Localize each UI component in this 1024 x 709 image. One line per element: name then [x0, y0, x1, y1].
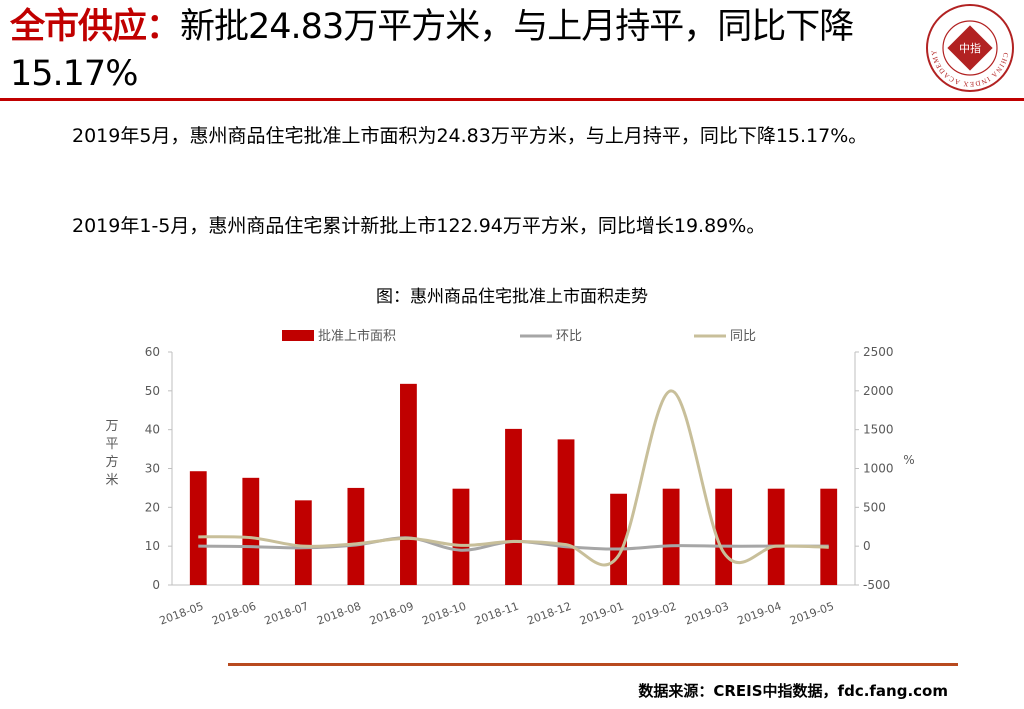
x-tick-label: 2019-05: [788, 600, 836, 628]
left-tick-label: 0: [152, 578, 160, 592]
paragraph-cumulative: 2019年1-5月，惠州商品住宅累计新批上市122.94万平方米，同比增长19.…: [72, 215, 766, 237]
x-tick-label: 2018-06: [210, 600, 258, 628]
x-tick-label: 2018-09: [368, 600, 416, 628]
legend-label-mom: 环比: [556, 329, 582, 344]
y2-axis-title: %: [903, 453, 914, 467]
right-tick-label: 500: [863, 500, 886, 514]
bar: [557, 439, 575, 585]
y-axis-title-char: 万: [105, 419, 118, 434]
y-axis-title-char: 米: [105, 473, 118, 488]
bar: [662, 488, 680, 585]
right-tick-label: 1500: [863, 423, 894, 437]
title-lead: 全市供应：: [10, 7, 181, 47]
paragraph-monthly: 2019年5月，惠州商品住宅批准上市面积为24.83万平方米，与上月持平，同比下…: [72, 125, 868, 147]
legend-label-bar: 批准上市面积: [318, 328, 396, 344]
legend-swatch-bar: [282, 330, 314, 341]
bar: [452, 488, 470, 585]
right-tick-label: 0: [863, 539, 871, 553]
x-tick-label: 2019-01: [578, 600, 626, 628]
x-tick-label: 2019-03: [683, 600, 731, 628]
china-index-academy-logo: CHINA INDEX ACADEMY 中指: [926, 4, 1014, 92]
left-tick-label: 30: [145, 462, 160, 476]
bar: [715, 488, 733, 585]
legend-label-yoy: 同比: [730, 329, 756, 344]
chart-title: 图：惠州商品住宅批准上市面积走势: [376, 287, 648, 307]
bar: [505, 428, 522, 585]
data-source: 数据来源：CREIS中指数据，fdc.fang.com: [638, 682, 948, 700]
x-tick-label: 2018-10: [420, 600, 468, 628]
x-tick-label: 2018-11: [473, 600, 521, 628]
left-tick-label: 10: [145, 539, 160, 553]
bar: [294, 500, 312, 585]
x-tick-label: 2018-08: [315, 600, 363, 628]
logo-outer-ring: [926, 4, 1014, 92]
bar: [347, 487, 365, 585]
bar: [400, 383, 417, 585]
logo-inner-ring: [942, 20, 998, 76]
right-tick-label: 2000: [863, 384, 894, 398]
x-tick-label: 2018-07: [263, 600, 311, 628]
left-tick-label: 60: [145, 345, 160, 359]
x-tick-label: 2018-12: [525, 600, 573, 628]
page-title: 全市供应：新批24.83万平方米，与上月持平，同比下降15.17%: [10, 4, 915, 98]
x-tick-label: 2019-04: [736, 600, 784, 628]
right-tick-label: 1000: [863, 462, 894, 476]
bar: [820, 488, 838, 585]
title-rest: 新批24.83万平方米，与上月持平，同比下降15.17%: [10, 7, 854, 94]
footer-divider: [228, 663, 958, 666]
supply-area-chart: 0 10 20 30 40 50 60 -500 0 500 1000 1500 2000 2500 万平方…: [105, 328, 914, 628]
left-tick-label: 40: [145, 423, 160, 437]
right-tick-label: 2500: [863, 345, 894, 359]
x-tick-label: 2018-05: [158, 600, 206, 628]
x-tick-label: 2019-02: [630, 600, 678, 628]
y-axis-title-char: 方: [105, 454, 118, 470]
left-tick-label: 50: [145, 384, 160, 398]
left-tick-label: 20: [145, 500, 160, 514]
y-axis-title-char: 平: [105, 437, 118, 452]
bar: [242, 477, 260, 585]
yoy-line: [198, 389, 829, 567]
title-divider: [0, 98, 1024, 101]
logo-center-text: 中指: [959, 41, 981, 55]
right-tick-label: -500: [863, 578, 890, 592]
bar: [767, 488, 785, 585]
bar: [189, 471, 207, 585]
